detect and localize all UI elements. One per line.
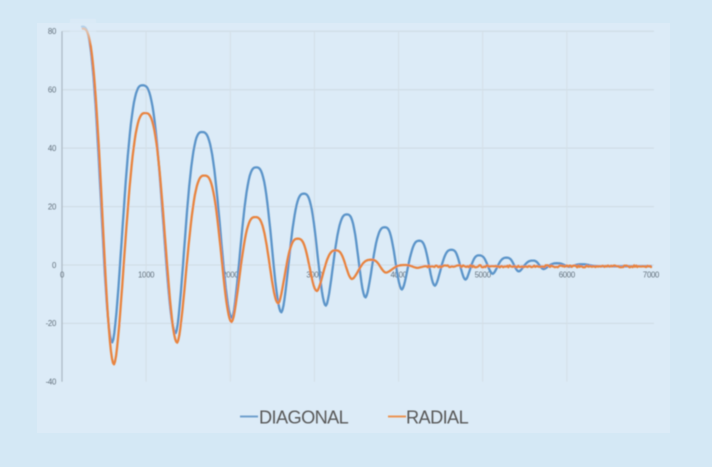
svg-text:7000: 7000: [643, 271, 660, 280]
svg-text:40: 40: [48, 144, 57, 153]
svg-text:2000: 2000: [222, 271, 239, 280]
svg-text:RADIAL: RADIAL: [406, 408, 469, 428]
svg-text:0: 0: [52, 261, 57, 270]
svg-text:0: 0: [60, 271, 65, 280]
svg-text:3000: 3000: [306, 271, 323, 280]
svg-text:6000: 6000: [559, 271, 576, 280]
svg-text:80: 80: [48, 27, 57, 36]
svg-text:5000: 5000: [475, 271, 492, 280]
svg-text:-40: -40: [46, 378, 57, 387]
svg-text:20: 20: [48, 202, 57, 211]
svg-text:DIAGONAL: DIAGONAL: [259, 408, 349, 428]
svg-text:60: 60: [48, 86, 57, 95]
svg-text:-20: -20: [46, 319, 57, 328]
svg-text:4000: 4000: [391, 271, 408, 280]
svg-text:1000: 1000: [138, 271, 155, 280]
